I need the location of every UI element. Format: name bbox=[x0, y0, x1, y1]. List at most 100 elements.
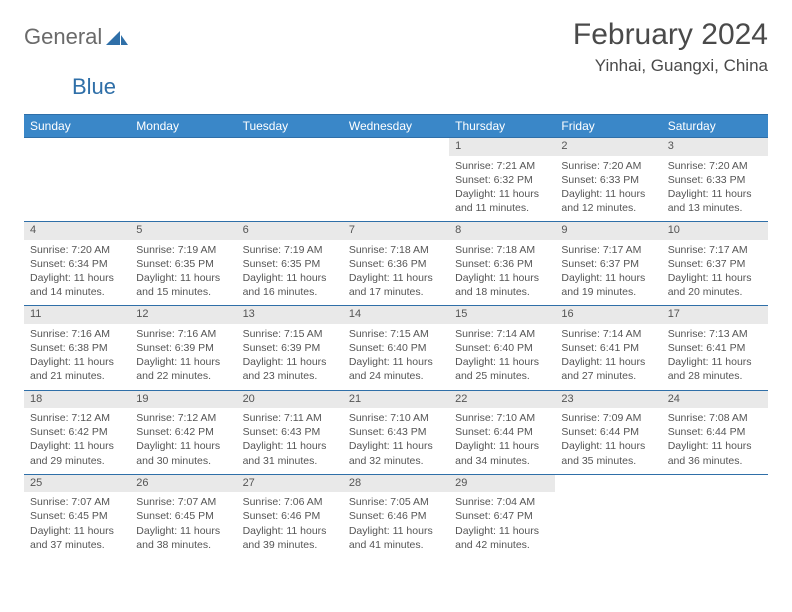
day-detail-cell bbox=[662, 492, 768, 558]
day-detail-cell: Sunrise: 7:12 AMSunset: 6:42 PMDaylight:… bbox=[24, 408, 130, 474]
sunset-text: Sunset: 6:44 PM bbox=[455, 425, 549, 439]
day-detail-cell: Sunrise: 7:08 AMSunset: 6:44 PMDaylight:… bbox=[662, 408, 768, 474]
day-number-cell: 3 bbox=[662, 138, 768, 156]
day-number-cell: 6 bbox=[237, 222, 343, 240]
sunrise-text: Sunrise: 7:17 AM bbox=[561, 243, 655, 257]
day-number-cell bbox=[130, 138, 236, 156]
weekday-wednesday: Wednesday bbox=[343, 115, 449, 138]
day-number-cell: 4 bbox=[24, 222, 130, 240]
daylight-text: Daylight: 11 hours and 23 minutes. bbox=[243, 355, 337, 383]
detail-row: Sunrise: 7:21 AMSunset: 6:32 PMDaylight:… bbox=[24, 156, 768, 222]
daylight-text: Daylight: 11 hours and 39 minutes. bbox=[243, 524, 337, 552]
day-number-cell: 2 bbox=[555, 138, 661, 156]
detail-row: Sunrise: 7:12 AMSunset: 6:42 PMDaylight:… bbox=[24, 408, 768, 474]
day-detail-cell: Sunrise: 7:09 AMSunset: 6:44 PMDaylight:… bbox=[555, 408, 661, 474]
daynum-row: 45678910 bbox=[24, 222, 768, 240]
day-number-cell: 8 bbox=[449, 222, 555, 240]
daylight-text: Daylight: 11 hours and 21 minutes. bbox=[30, 355, 124, 383]
day-detail-cell bbox=[24, 156, 130, 222]
day-number-cell: 14 bbox=[343, 306, 449, 324]
day-detail-cell: Sunrise: 7:11 AMSunset: 6:43 PMDaylight:… bbox=[237, 408, 343, 474]
day-detail-cell: Sunrise: 7:19 AMSunset: 6:35 PMDaylight:… bbox=[130, 240, 236, 306]
sunset-text: Sunset: 6:43 PM bbox=[243, 425, 337, 439]
day-detail-cell: Sunrise: 7:13 AMSunset: 6:41 PMDaylight:… bbox=[662, 324, 768, 390]
sunrise-text: Sunrise: 7:19 AM bbox=[243, 243, 337, 257]
sunrise-text: Sunrise: 7:08 AM bbox=[668, 411, 762, 425]
sunrise-text: Sunrise: 7:12 AM bbox=[136, 411, 230, 425]
sunrise-text: Sunrise: 7:20 AM bbox=[561, 159, 655, 173]
daylight-text: Daylight: 11 hours and 18 minutes. bbox=[455, 271, 549, 299]
daylight-text: Daylight: 11 hours and 13 minutes. bbox=[668, 187, 762, 215]
sunset-text: Sunset: 6:37 PM bbox=[668, 257, 762, 271]
header: General Blue February 2024 Yinhai, Guang… bbox=[24, 18, 768, 100]
sunrise-text: Sunrise: 7:06 AM bbox=[243, 495, 337, 509]
day-number-cell: 11 bbox=[24, 306, 130, 324]
daylight-text: Daylight: 11 hours and 12 minutes. bbox=[561, 187, 655, 215]
sunset-text: Sunset: 6:39 PM bbox=[136, 341, 230, 355]
daylight-text: Daylight: 11 hours and 36 minutes. bbox=[668, 439, 762, 467]
logo-text-general: General bbox=[24, 24, 102, 50]
location: Yinhai, Guangxi, China bbox=[573, 56, 768, 76]
daylight-text: Daylight: 11 hours and 38 minutes. bbox=[136, 524, 230, 552]
sunset-text: Sunset: 6:35 PM bbox=[243, 257, 337, 271]
day-number-cell: 12 bbox=[130, 306, 236, 324]
sunrise-text: Sunrise: 7:13 AM bbox=[668, 327, 762, 341]
weekday-tuesday: Tuesday bbox=[237, 115, 343, 138]
day-detail-cell: Sunrise: 7:21 AMSunset: 6:32 PMDaylight:… bbox=[449, 156, 555, 222]
month-title: February 2024 bbox=[573, 18, 768, 52]
weekday-monday: Monday bbox=[130, 115, 236, 138]
daylight-text: Daylight: 11 hours and 41 minutes. bbox=[349, 524, 443, 552]
day-number-cell: 18 bbox=[24, 390, 130, 408]
day-detail-cell: Sunrise: 7:14 AMSunset: 6:40 PMDaylight:… bbox=[449, 324, 555, 390]
day-number-cell: 17 bbox=[662, 306, 768, 324]
daylight-text: Daylight: 11 hours and 17 minutes. bbox=[349, 271, 443, 299]
day-number-cell bbox=[237, 138, 343, 156]
day-detail-cell: Sunrise: 7:04 AMSunset: 6:47 PMDaylight:… bbox=[449, 492, 555, 558]
day-detail-cell bbox=[130, 156, 236, 222]
daylight-text: Daylight: 11 hours and 27 minutes. bbox=[561, 355, 655, 383]
sunset-text: Sunset: 6:36 PM bbox=[455, 257, 549, 271]
sunrise-text: Sunrise: 7:05 AM bbox=[349, 495, 443, 509]
daynum-row: 2526272829 bbox=[24, 474, 768, 492]
day-detail-cell: Sunrise: 7:16 AMSunset: 6:39 PMDaylight:… bbox=[130, 324, 236, 390]
sunset-text: Sunset: 6:43 PM bbox=[349, 425, 443, 439]
daylight-text: Daylight: 11 hours and 31 minutes. bbox=[243, 439, 337, 467]
day-detail-cell: Sunrise: 7:10 AMSunset: 6:44 PMDaylight:… bbox=[449, 408, 555, 474]
daynum-row: 18192021222324 bbox=[24, 390, 768, 408]
day-number-cell: 22 bbox=[449, 390, 555, 408]
day-detail-cell: Sunrise: 7:20 AMSunset: 6:34 PMDaylight:… bbox=[24, 240, 130, 306]
day-detail-cell: Sunrise: 7:19 AMSunset: 6:35 PMDaylight:… bbox=[237, 240, 343, 306]
day-number-cell: 9 bbox=[555, 222, 661, 240]
day-number-cell: 25 bbox=[24, 474, 130, 492]
day-detail-cell: Sunrise: 7:16 AMSunset: 6:38 PMDaylight:… bbox=[24, 324, 130, 390]
daylight-text: Daylight: 11 hours and 20 minutes. bbox=[668, 271, 762, 299]
day-detail-cell: Sunrise: 7:20 AMSunset: 6:33 PMDaylight:… bbox=[662, 156, 768, 222]
daylight-text: Daylight: 11 hours and 15 minutes. bbox=[136, 271, 230, 299]
day-detail-cell: Sunrise: 7:10 AMSunset: 6:43 PMDaylight:… bbox=[343, 408, 449, 474]
day-detail-cell: Sunrise: 7:12 AMSunset: 6:42 PMDaylight:… bbox=[130, 408, 236, 474]
sunrise-text: Sunrise: 7:19 AM bbox=[136, 243, 230, 257]
sunrise-text: Sunrise: 7:04 AM bbox=[455, 495, 549, 509]
daylight-text: Daylight: 11 hours and 34 minutes. bbox=[455, 439, 549, 467]
daylight-text: Daylight: 11 hours and 42 minutes. bbox=[455, 524, 549, 552]
daylight-text: Daylight: 11 hours and 30 minutes. bbox=[136, 439, 230, 467]
sunset-text: Sunset: 6:35 PM bbox=[136, 257, 230, 271]
sunset-text: Sunset: 6:46 PM bbox=[349, 509, 443, 523]
sunrise-text: Sunrise: 7:14 AM bbox=[455, 327, 549, 341]
sunrise-text: Sunrise: 7:07 AM bbox=[30, 495, 124, 509]
day-number-cell: 24 bbox=[662, 390, 768, 408]
sunrise-text: Sunrise: 7:18 AM bbox=[455, 243, 549, 257]
day-number-cell: 1 bbox=[449, 138, 555, 156]
day-detail-cell: Sunrise: 7:17 AMSunset: 6:37 PMDaylight:… bbox=[662, 240, 768, 306]
daylight-text: Daylight: 11 hours and 28 minutes. bbox=[668, 355, 762, 383]
sunrise-text: Sunrise: 7:15 AM bbox=[243, 327, 337, 341]
day-detail-cell bbox=[237, 156, 343, 222]
sunset-text: Sunset: 6:33 PM bbox=[668, 173, 762, 187]
day-number-cell: 13 bbox=[237, 306, 343, 324]
day-number-cell: 15 bbox=[449, 306, 555, 324]
weekday-friday: Friday bbox=[555, 115, 661, 138]
sunset-text: Sunset: 6:36 PM bbox=[349, 257, 443, 271]
day-number-cell: 16 bbox=[555, 306, 661, 324]
sunrise-text: Sunrise: 7:17 AM bbox=[668, 243, 762, 257]
day-number-cell bbox=[555, 474, 661, 492]
